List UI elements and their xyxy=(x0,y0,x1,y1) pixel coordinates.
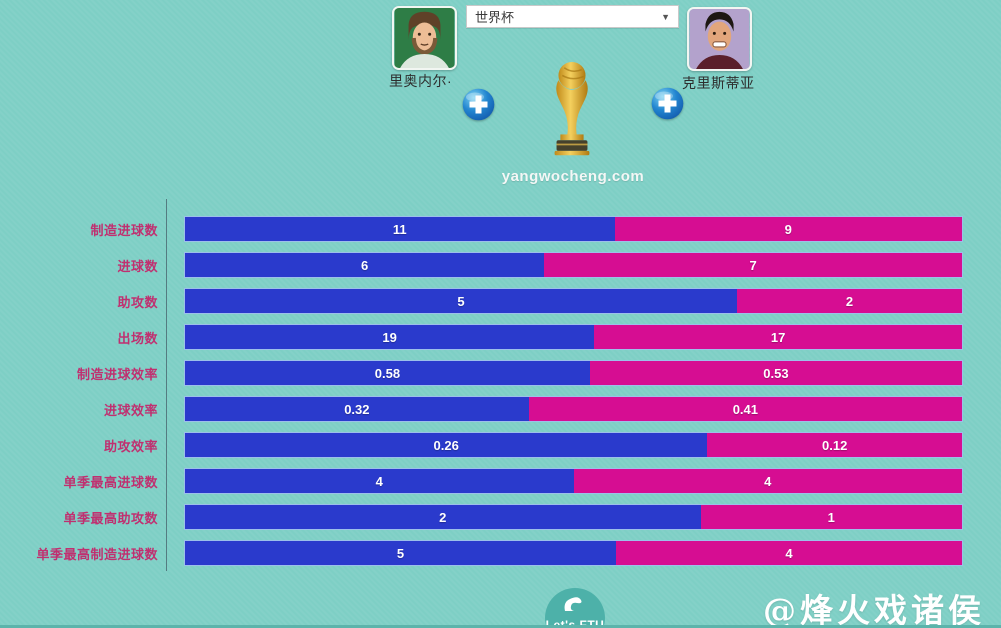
plus-icon xyxy=(651,87,684,120)
chart-row: 制造进球数 11 9 xyxy=(0,216,963,242)
right-bar-segment[interactable]: 9 xyxy=(614,217,962,241)
left-bar-segment[interactable]: 5 xyxy=(185,541,616,565)
left-bar-segment[interactable]: 19 xyxy=(185,325,595,349)
right-bar-segment[interactable]: 7 xyxy=(544,253,962,277)
chart-row: 助攻效率 0.26 0.12 xyxy=(0,432,963,458)
bottom-strip xyxy=(0,625,1001,628)
comparison-bar[interactable]: 0.32 0.41 xyxy=(184,396,963,422)
competition-dropdown[interactable]: 世界杯 ▼ xyxy=(466,5,679,28)
right-bar-segment[interactable]: 17 xyxy=(594,325,962,349)
right-bar-segment[interactable]: 4 xyxy=(615,541,962,565)
left-player-name: 里奥内尔· xyxy=(389,73,453,89)
left-bar-segment[interactable]: 4 xyxy=(185,469,574,493)
right-bar-segment[interactable]: 0.41 xyxy=(528,397,962,421)
row-label: 出场数 xyxy=(117,330,158,346)
chart-row: 进球效率 0.32 0.41 xyxy=(0,396,963,422)
left-bar-segment[interactable]: 0.32 xyxy=(185,397,529,421)
left-bar-segment[interactable]: 2 xyxy=(185,505,701,529)
comparison-bar[interactable]: 0.26 0.12 xyxy=(184,432,963,458)
chart-row: 单季最高制造进球数 5 4 xyxy=(0,540,963,566)
row-label: 进球效率 xyxy=(103,402,158,418)
chart-row: 助攻数 5 2 xyxy=(0,288,963,314)
row-label: 单季最高制造进球数 xyxy=(36,546,158,562)
plus-icon xyxy=(462,88,495,121)
left-bar-segment[interactable]: 0.26 xyxy=(185,433,708,457)
competition-dropdown-value: 世界杯 xyxy=(475,10,515,25)
chart-rows: 制造进球数 11 9 进球数 6 7 助攻数 5 2 出场数 19 17 制造进球效率 0.58 0.53 进… xyxy=(0,216,963,576)
row-label: 助攻数 xyxy=(117,294,158,310)
add-left-player-button[interactable] xyxy=(462,88,495,121)
author-watermark: @烽火戏诸侯 xyxy=(759,584,989,628)
messi-avatar-image xyxy=(394,8,455,68)
comparison-bar[interactable]: 11 9 xyxy=(184,216,963,242)
row-label: 进球数 xyxy=(117,258,158,274)
right-bar-segment[interactable]: 2 xyxy=(736,289,962,313)
chart-row: 制造进球效率 0.58 0.53 xyxy=(0,360,963,386)
ronaldo-avatar-image xyxy=(689,9,750,69)
right-player-name: 克里斯蒂亚 xyxy=(682,75,755,91)
world-cup-trophy-icon xyxy=(543,60,601,156)
row-label: 单季最高助攻数 xyxy=(63,510,158,526)
row-label: 助攻效率 xyxy=(103,438,158,454)
left-bar-segment[interactable]: 0.58 xyxy=(185,361,590,385)
row-label: 制造进球数 xyxy=(90,222,158,238)
right-bar-segment[interactable]: 1 xyxy=(700,505,962,529)
left-bar-segment[interactable]: 5 xyxy=(185,289,737,313)
chart-row: 出场数 19 17 xyxy=(0,324,963,350)
chart-axis-line xyxy=(166,199,167,571)
right-bar-segment[interactable]: 0.53 xyxy=(589,361,962,385)
add-right-player-button[interactable] xyxy=(651,87,684,120)
comparison-bar[interactable]: 0.58 0.53 xyxy=(184,360,963,386)
left-bar-segment[interactable]: 6 xyxy=(185,253,545,277)
comparison-bar[interactable]: 19 17 xyxy=(184,324,963,350)
messi-avatar[interactable] xyxy=(392,6,457,70)
right-bar-segment[interactable]: 4 xyxy=(573,469,962,493)
right-bar-segment[interactable]: 0.12 xyxy=(707,433,962,457)
chart-row: 进球数 6 7 xyxy=(0,252,963,278)
ronaldo-avatar[interactable] xyxy=(687,7,752,71)
chevron-down-icon: ▼ xyxy=(661,11,670,22)
row-label: 单季最高进球数 xyxy=(63,474,158,490)
chart-row: 单季最高助攻数 2 1 xyxy=(0,504,963,530)
left-bar-segment[interactable]: 11 xyxy=(185,217,615,241)
site-watermark: yangwocheng.com xyxy=(501,168,645,185)
row-label: 制造进球效率 xyxy=(76,366,158,382)
lets-ftu-text: Let's FTU xyxy=(545,618,605,628)
lets-ftu-logo: Let's FTU xyxy=(545,588,605,628)
flex-arm-icon xyxy=(564,597,582,611)
chart-row: 单季最高进球数 4 4 xyxy=(0,468,963,494)
